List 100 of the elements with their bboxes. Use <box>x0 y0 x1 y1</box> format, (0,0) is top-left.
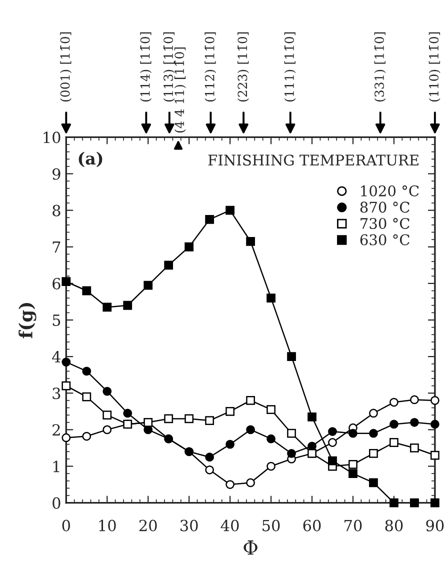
point <box>369 478 378 488</box>
point <box>205 465 214 474</box>
point <box>390 398 398 407</box>
text: (4 4 11) [11̄0] <box>174 48 186 133</box>
legend-label: 870 °C <box>360 202 410 213</box>
point <box>144 280 153 290</box>
text: (001) [11̄0] <box>60 32 72 102</box>
point <box>369 408 378 418</box>
y-tick-label: 5 <box>52 314 60 326</box>
legend-label: 730 °C <box>360 218 410 230</box>
text: (112) [11̄0] <box>204 32 216 102</box>
point <box>82 286 92 296</box>
point <box>184 242 194 252</box>
point <box>287 352 296 362</box>
point <box>62 358 71 366</box>
point <box>266 434 276 444</box>
x-tick-label: 30 <box>180 520 198 532</box>
point <box>430 420 440 429</box>
point <box>246 236 255 246</box>
point <box>102 302 112 312</box>
point <box>369 449 378 458</box>
point <box>328 427 337 436</box>
point <box>62 381 71 390</box>
point <box>82 392 92 402</box>
point <box>390 420 398 429</box>
point <box>287 428 296 438</box>
point <box>430 498 440 508</box>
x-tick-label: 80 <box>385 520 403 532</box>
y-tick-label: 2 <box>52 424 60 436</box>
point <box>328 456 337 466</box>
x-tick-label: 0 <box>62 520 70 532</box>
point <box>123 420 132 429</box>
x-tick-label: 40 <box>220 520 239 532</box>
legend-title: FINISHING TEMPERATURE <box>208 154 418 166</box>
point <box>123 300 132 310</box>
text: (331) [11̄0] <box>374 32 386 102</box>
point <box>266 462 276 471</box>
text: (110) [11̄0] <box>428 32 440 102</box>
point <box>102 386 112 396</box>
point <box>144 418 153 427</box>
y-tick-label: 6 <box>52 278 60 290</box>
point <box>62 277 71 286</box>
point <box>308 412 316 422</box>
point <box>348 428 358 438</box>
point <box>82 366 92 376</box>
point <box>246 425 255 434</box>
text: (114) [11̄0] <box>140 32 152 102</box>
point <box>410 395 419 404</box>
point <box>430 396 440 405</box>
x-tick-label: 50 <box>262 520 280 532</box>
y-tick-label: 7 <box>52 242 60 253</box>
y-tick-label: 4 <box>52 351 61 362</box>
x-tick-label: 60 <box>303 520 321 532</box>
point <box>246 396 255 405</box>
point <box>226 480 234 489</box>
point <box>102 410 112 420</box>
point <box>410 498 419 508</box>
point <box>390 498 398 508</box>
y-tick-label: 0 <box>52 497 60 509</box>
point <box>287 449 296 458</box>
point <box>205 416 214 425</box>
point <box>62 433 71 442</box>
text: (223) [11̄0] <box>237 32 249 102</box>
y-axis-title: f(g) <box>18 302 36 338</box>
point <box>410 418 419 427</box>
point <box>348 460 358 469</box>
annotation: (a) <box>78 152 102 168</box>
point <box>226 440 234 449</box>
point <box>369 428 378 438</box>
y-tick-label: 3 <box>52 388 60 400</box>
point <box>205 452 214 462</box>
y-tick-label: 9 <box>52 168 60 180</box>
point <box>328 438 337 447</box>
y-tick-label: 8 <box>52 204 60 216</box>
point <box>430 450 440 460</box>
point <box>390 438 398 447</box>
point <box>410 444 419 452</box>
point <box>164 260 174 270</box>
x-tick-label: 90 <box>426 520 444 532</box>
point <box>184 414 194 424</box>
x-tick-label: 10 <box>99 520 116 532</box>
text: (111) [11̄0] <box>284 32 296 102</box>
point <box>82 432 92 441</box>
x-tick-label: 70 <box>344 520 362 532</box>
point <box>123 408 132 418</box>
point <box>266 405 276 414</box>
x-axis-title: Φ <box>244 540 258 555</box>
point <box>348 469 358 478</box>
x-tick-label: 20 <box>139 520 157 532</box>
point <box>266 294 276 303</box>
point <box>226 206 234 215</box>
point <box>246 478 255 488</box>
legend-label: 630 °C <box>360 234 410 246</box>
point <box>226 406 234 416</box>
point <box>205 215 214 224</box>
point <box>164 414 174 424</box>
y-tick-label: 1 <box>53 460 60 472</box>
legend-label: 1020 °C <box>361 185 419 196</box>
text: (113) [11̄0] <box>163 32 175 102</box>
point <box>102 425 112 434</box>
